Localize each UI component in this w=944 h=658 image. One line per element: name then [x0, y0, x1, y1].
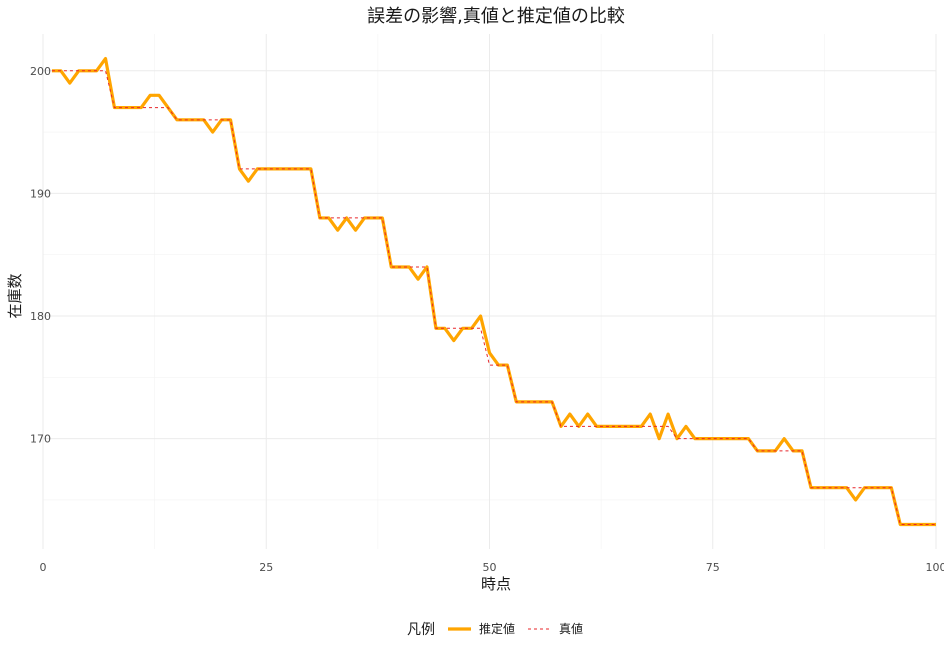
legend: 凡例 推定値 真値: [407, 621, 583, 638]
y-tick-label: 190: [30, 187, 51, 200]
legend-label-true: 真値: [559, 621, 583, 636]
x-tick-label: 75: [706, 561, 720, 574]
y-tick-label: 170: [30, 433, 51, 446]
x-tick-label: 25: [259, 561, 273, 574]
legend-label-estimate: 推定値: [479, 621, 515, 636]
y-tick-label: 180: [30, 310, 51, 323]
x-axis-title: 時点: [481, 575, 511, 593]
axis-ticks: 0 25 50 75 100 170 180 190 200: [30, 65, 944, 574]
legend-title: 凡例: [407, 622, 435, 638]
series-lines: [51, 56, 936, 527]
y-tick-label: 200: [30, 65, 51, 78]
y-axis-title: 在庫数: [6, 273, 24, 318]
grid: [42, 34, 937, 549]
x-tick-label: 0: [40, 561, 47, 574]
series-line-true: [51, 70, 936, 525]
x-tick-label: 50: [483, 561, 497, 574]
chart-title: 誤差の影響,真値と推定値の比較: [367, 6, 625, 27]
x-tick-label: 100: [926, 561, 944, 574]
